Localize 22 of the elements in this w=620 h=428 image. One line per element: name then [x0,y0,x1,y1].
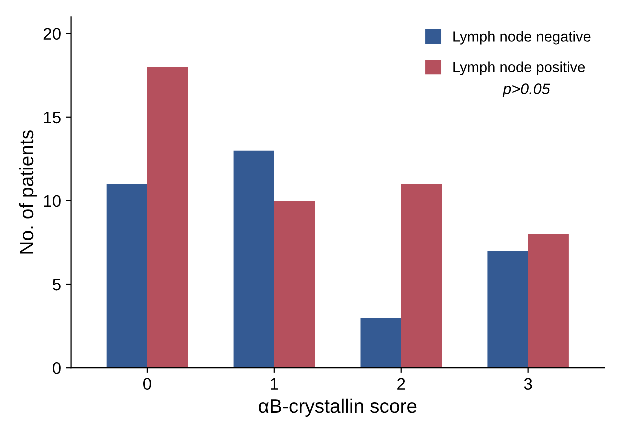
bar [274,200,316,368]
legend-label: Lymph node positive [454,62,586,76]
bar [360,318,402,368]
y-tick-label: 20 [44,28,61,40]
bar [106,184,148,368]
bar [488,251,528,368]
x-axis-title: αB-crystallin score [259,398,417,418]
y-tick-label: 5 [52,279,61,291]
bar [528,234,569,368]
legend-label: Lymph node negative [454,31,591,45]
x-tick-label: 0 [143,378,152,390]
annotation: p>0.05 [502,84,550,98]
bar [147,67,188,368]
y-axis-title: No. of patients [19,130,38,254]
y-tick-label: 10 [44,195,61,208]
x-tick-label: 1 [271,378,278,390]
y-tick-label: 15 [44,112,61,124]
x-tick-label: 2 [398,378,406,390]
bar [401,184,442,368]
x-tick-label: 3 [524,378,532,390]
bar [234,150,274,368]
y-tick-label: 0 [52,362,61,374]
